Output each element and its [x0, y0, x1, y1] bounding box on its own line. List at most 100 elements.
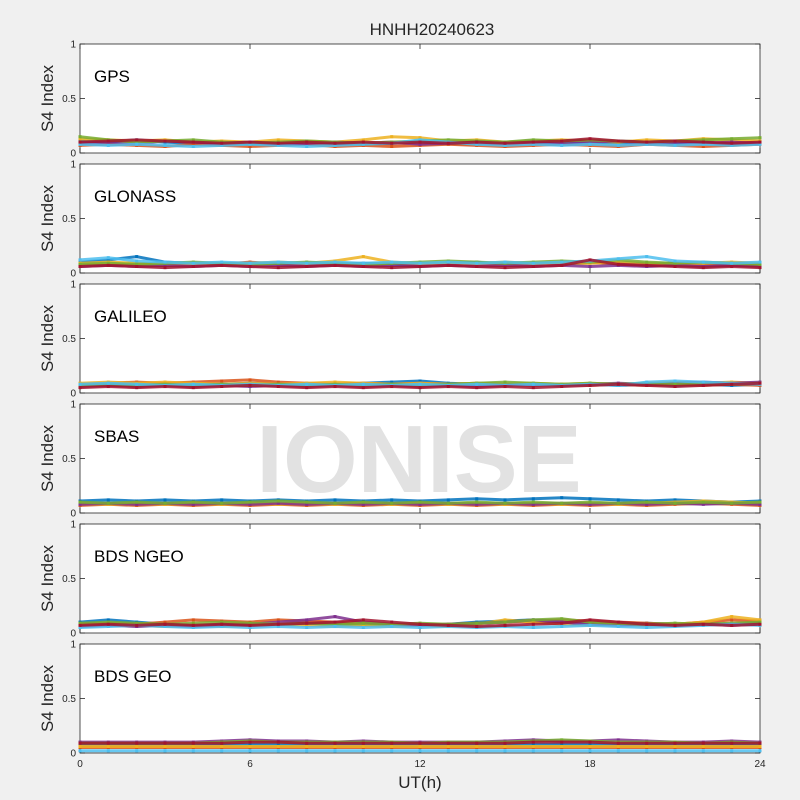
data-point: [645, 255, 649, 259]
data-point: [418, 502, 422, 506]
data-point: [475, 749, 479, 753]
data-point: [531, 626, 535, 629]
data-point: [616, 262, 620, 266]
data-point: [616, 257, 620, 261]
x-tick-label: 6: [247, 759, 253, 770]
data-point: [78, 140, 82, 144]
data-point: [475, 142, 479, 146]
data-point: [305, 618, 309, 622]
data-point: [758, 260, 762, 264]
data-point: [758, 741, 762, 745]
data-point: [701, 749, 705, 753]
data-point: [106, 622, 110, 626]
data-point: [191, 142, 195, 146]
data-point: [276, 385, 280, 388]
data-point: [418, 136, 422, 140]
data-point: [191, 382, 195, 386]
data-point: [163, 263, 167, 267]
y-tick-label: 1: [70, 160, 76, 171]
data-point: [531, 261, 535, 265]
data-point: [361, 386, 365, 390]
data-point: [645, 260, 649, 264]
data-point: [276, 143, 280, 147]
data-point: [191, 140, 195, 144]
data-point: [645, 622, 649, 626]
data-point: [191, 261, 195, 265]
data-point: [588, 749, 592, 753]
data-point: [305, 626, 309, 629]
data-point: [390, 625, 394, 628]
data-point: [645, 502, 649, 506]
data-point: [276, 260, 280, 264]
data-point: [78, 382, 82, 386]
data-point: [673, 501, 677, 505]
data-point: [248, 383, 252, 387]
data-point: [333, 741, 337, 745]
y-tick-label: 1: [70, 640, 76, 651]
data-point: [503, 749, 507, 753]
data-point: [248, 265, 252, 268]
data-point: [276, 138, 280, 142]
y-axis-label: S4 Index: [38, 544, 57, 612]
data-point: [531, 386, 535, 390]
y-tick-label: 0: [70, 269, 76, 280]
data-point: [560, 625, 564, 628]
data-point: [390, 745, 394, 748]
data-point: [616, 498, 620, 502]
data-point: [531, 500, 535, 504]
data-point: [163, 741, 167, 745]
data-point: [191, 500, 195, 504]
data-point: [503, 501, 507, 505]
data-point: [361, 261, 365, 265]
data-point: [758, 622, 762, 626]
data-point: [418, 140, 422, 144]
data-point: [588, 623, 592, 627]
data-point: [616, 749, 620, 753]
watermark-text: IONISE: [256, 406, 581, 513]
data-point: [220, 260, 224, 264]
data-point: [418, 500, 422, 504]
data-point: [673, 498, 677, 502]
data-point: [276, 745, 280, 748]
data-point: [135, 745, 139, 748]
data-point: [390, 498, 394, 502]
constellation-label: BDS GEO: [94, 667, 171, 686]
data-point: [276, 380, 280, 384]
y-axis-label: S4 Index: [38, 304, 57, 372]
data-point: [475, 382, 479, 386]
x-axis: 0 6 12 18 24: [77, 759, 766, 770]
data-point: [446, 741, 450, 745]
data-point: [333, 380, 337, 384]
data-point: [78, 745, 82, 748]
data-point: [390, 263, 394, 267]
x-tick-label: 12: [414, 759, 426, 770]
data-point: [730, 615, 734, 619]
data-point: [730, 745, 734, 748]
data-point: [475, 502, 479, 506]
data-point: [531, 138, 535, 142]
data-point: [135, 255, 139, 259]
data-point: [305, 500, 309, 504]
data-point: [701, 380, 705, 384]
data-point: [333, 498, 337, 502]
data-point: [333, 622, 337, 626]
data-point: [248, 140, 252, 144]
data-point: [276, 742, 280, 746]
panel-galileo: 0 0.5 1 S4 Index GALILEO: [38, 280, 762, 400]
data-point: [446, 260, 450, 264]
data-point: [701, 620, 705, 624]
data-point: [701, 745, 705, 748]
data-point: [730, 623, 734, 627]
data-point: [588, 745, 592, 748]
panel-gps: 0 0.5 1 S4 Index GPS: [38, 40, 762, 160]
plot-area: [79, 403, 761, 514]
data-point: [248, 502, 252, 506]
data-point: [361, 618, 365, 622]
data-point: [673, 741, 677, 745]
data-point: [531, 142, 535, 146]
data-point: [248, 740, 252, 744]
data-point: [531, 265, 535, 268]
data-point: [220, 620, 224, 624]
